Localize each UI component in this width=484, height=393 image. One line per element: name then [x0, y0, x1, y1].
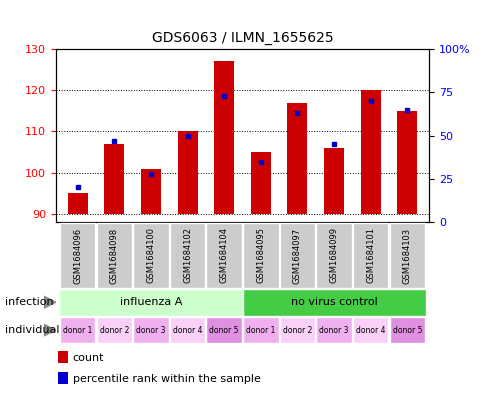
Bar	[206, 223, 242, 288]
Text: GSM1684101: GSM1684101	[365, 228, 374, 283]
Polygon shape	[44, 324, 56, 336]
Text: GSM1684102: GSM1684102	[182, 228, 192, 283]
Bar	[141, 169, 161, 214]
Bar	[169, 223, 205, 288]
Bar	[352, 317, 388, 343]
Text: GSM1684096: GSM1684096	[73, 228, 82, 283]
Bar	[242, 223, 278, 288]
Bar	[360, 90, 380, 214]
Text: GSM1684095: GSM1684095	[256, 228, 265, 283]
Bar	[316, 317, 351, 343]
Bar	[242, 317, 278, 343]
Text: donor 3: donor 3	[136, 326, 166, 334]
Polygon shape	[44, 296, 56, 309]
Bar	[68, 193, 88, 214]
Text: infection: infection	[5, 297, 53, 307]
Text: GSM1684103: GSM1684103	[402, 228, 411, 283]
Bar	[206, 317, 242, 343]
Bar	[287, 103, 307, 214]
Bar	[60, 223, 95, 288]
Bar	[58, 372, 68, 384]
Bar	[396, 111, 416, 214]
Text: donor 1: donor 1	[245, 326, 275, 334]
Text: GSM1684099: GSM1684099	[329, 228, 338, 283]
Bar	[133, 223, 168, 288]
Bar	[389, 223, 424, 288]
Text: GSM1684097: GSM1684097	[292, 228, 302, 283]
Text: influenza A: influenza A	[120, 297, 182, 307]
Bar	[60, 317, 95, 343]
Text: individual: individual	[5, 325, 59, 335]
Bar	[352, 223, 388, 288]
Text: donor 2: donor 2	[282, 326, 312, 334]
Bar	[60, 288, 242, 316]
Text: donor 4: donor 4	[172, 326, 202, 334]
Text: donor 1: donor 1	[63, 326, 92, 334]
Text: GSM1684100: GSM1684100	[146, 228, 155, 283]
Text: percentile rank within the sample: percentile rank within the sample	[73, 374, 260, 384]
Bar	[250, 152, 271, 214]
Bar	[96, 223, 132, 288]
Bar	[213, 61, 234, 214]
Text: GSM1684104: GSM1684104	[219, 228, 228, 283]
Text: donor 3: donor 3	[318, 326, 348, 334]
Bar	[389, 317, 424, 343]
Title: GDS6063 / ILMN_1655625: GDS6063 / ILMN_1655625	[151, 31, 333, 45]
Text: donor 5: donor 5	[392, 326, 421, 334]
Text: count: count	[73, 353, 104, 363]
Bar	[316, 223, 351, 288]
Bar	[169, 317, 205, 343]
Text: no virus control: no virus control	[290, 297, 377, 307]
Bar	[279, 317, 315, 343]
Text: donor 2: donor 2	[100, 326, 129, 334]
Bar	[323, 148, 343, 214]
Bar	[177, 132, 197, 214]
Text: donor 4: donor 4	[355, 326, 385, 334]
Text: GSM1684098: GSM1684098	[110, 228, 119, 283]
Bar	[279, 223, 315, 288]
Bar	[242, 288, 424, 316]
Bar	[104, 144, 124, 214]
Bar	[96, 317, 132, 343]
Bar	[133, 317, 168, 343]
Bar	[58, 351, 68, 363]
Text: donor 5: donor 5	[209, 326, 239, 334]
